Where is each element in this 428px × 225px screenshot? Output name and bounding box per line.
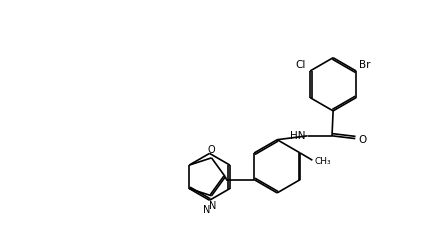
Text: O: O: [358, 134, 366, 144]
Text: N: N: [209, 200, 216, 210]
Text: O: O: [208, 144, 215, 154]
Text: HN: HN: [290, 131, 306, 141]
Text: Cl: Cl: [295, 60, 306, 70]
Text: N: N: [203, 204, 211, 214]
Text: Br: Br: [360, 60, 371, 70]
Text: CH₃: CH₃: [314, 156, 331, 165]
